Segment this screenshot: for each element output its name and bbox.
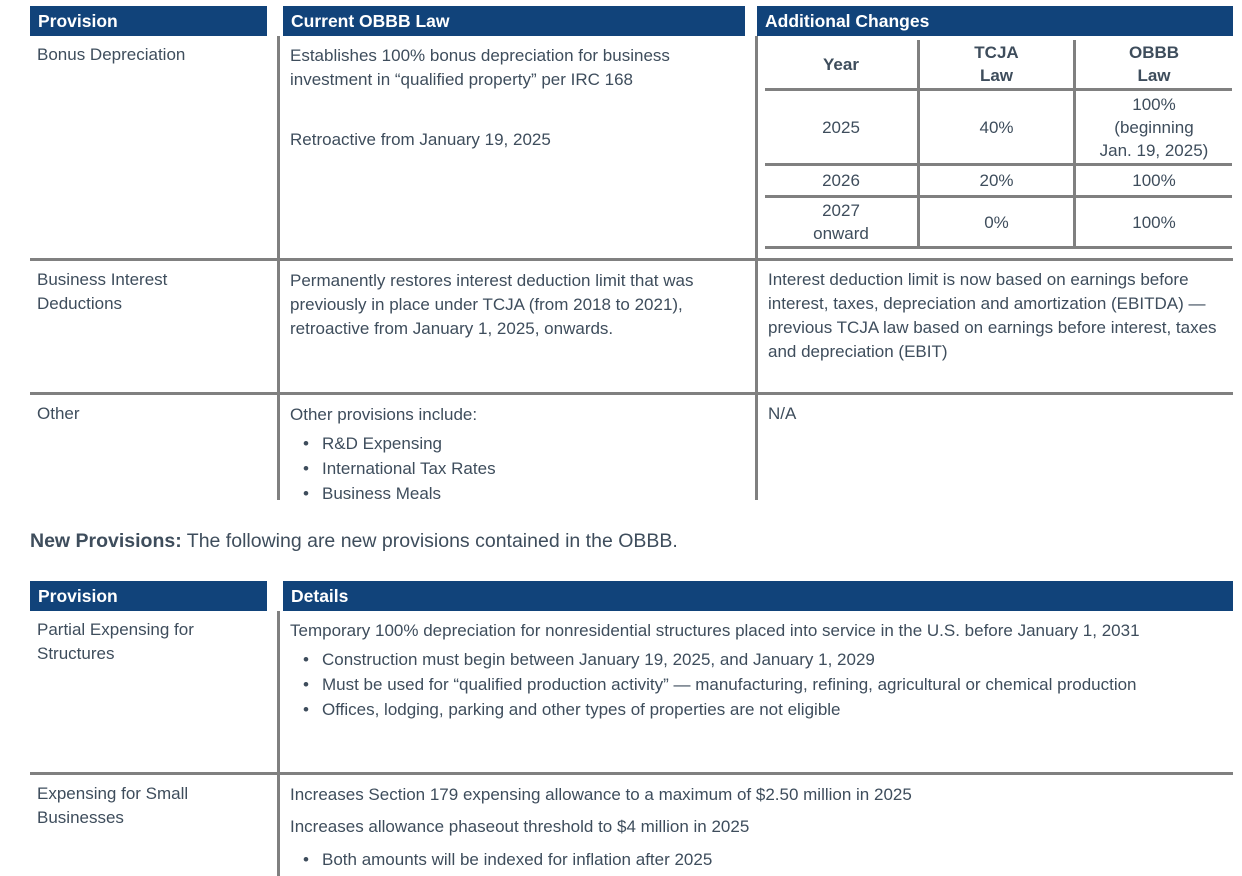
list-item: Construction must begin between January …: [290, 647, 1223, 672]
cell-additional-changes-other: N/A: [768, 404, 797, 423]
cell-current-law-other: Other provisions include: R&D Expensing …: [280, 395, 758, 506]
comparison-table-header-row: Provision Current OBBB Law Additional Ch…: [30, 6, 1233, 36]
list-item: Must be used for “qualified production a…: [290, 672, 1223, 697]
paragraph: Increases Section 179 expensing allowanc…: [290, 785, 912, 804]
new-provisions-label: New Provisions:: [30, 530, 182, 552]
list-item: R&D Expensing: [290, 431, 749, 456]
row-partial-expensing-for-structures: Partial Expensing for Structures Tempora…: [30, 611, 1233, 772]
schedule-cell-obbb: 100%: [1132, 212, 1176, 232]
schedule-header-tcja-law: TCJA Law: [920, 40, 1076, 88]
schedule-header-obbb-law: OBBB Law: [1128, 43, 1180, 85]
cell-details-partial-expensing: Temporary 100% depreciation for nonresid…: [280, 611, 1233, 772]
row-expensing-for-small-businesses: Expensing for Small Businesses Increases…: [30, 772, 1233, 876]
cell-additional-changes-bonus-depreciation: Year TCJA Law OBBB Law 2025 40% 100% (be…: [758, 36, 1233, 258]
depreciation-schedule-table: Year TCJA Law OBBB Law 2025 40% 100% (be…: [765, 40, 1232, 249]
list-item: Both amounts will be indexed for inflati…: [290, 847, 1223, 872]
row-business-interest-deductions: Business Interest Deductions Permanently…: [30, 258, 1233, 392]
schedule-row-2025: 2025 40% 100% (beginning Jan. 19, 2025): [765, 91, 1232, 166]
column-header-current-obbb-law: Current OBBB Law: [283, 6, 745, 36]
paragraph: Retroactive from January 19, 2025: [290, 130, 551, 149]
schedule-header-year: Year: [765, 40, 920, 88]
new-provisions-text: The following are new provisions contain…: [181, 530, 678, 552]
row-bonus-depreciation: Bonus Depreciation Establishes 100% bonu…: [30, 36, 1233, 258]
schedule-row-2026: 2026 20% 100%: [765, 166, 1232, 198]
schedule-cell-tcja: 20%: [920, 166, 1076, 195]
schedule-cell-tcja: 40%: [920, 91, 1076, 163]
paragraph: Permanently restores interest deduction …: [290, 271, 694, 338]
schedule-cell-year: 2027 onward: [765, 198, 920, 246]
new-provisions-table: Provision Details Partial Expensing for …: [30, 581, 1233, 876]
schedule-cell-year: 2026: [765, 166, 920, 195]
column-header-provision: Provision: [30, 581, 267, 611]
column-header-details: Details: [283, 581, 1233, 611]
list-item: Offices, lodging, parking and other type…: [290, 697, 1223, 722]
column-header-additional-changes: Additional Changes: [757, 6, 1233, 36]
schedule-row-2027-onward: 2027 onward 0% 100%: [765, 198, 1232, 249]
cell-provision-bonus-depreciation: Bonus Depreciation: [30, 36, 280, 258]
cell-provision-business-interest: Business Interest Deductions: [30, 261, 280, 392]
schedule-cell-obbb: 100%: [1132, 171, 1176, 190]
partial-expensing-list: Construction must begin between January …: [290, 647, 1223, 722]
paragraph: Establishes 100% bonus depreciation for …: [290, 46, 670, 89]
cell-current-law-business-interest: Permanently restores interest deduction …: [280, 261, 758, 392]
cell-provision-partial-expensing: Partial Expensing for Structures: [30, 611, 280, 772]
new-provisions-table-header-row: Provision Details: [30, 581, 1233, 611]
new-provisions-note: New Provisions: The following are new pr…: [30, 528, 678, 554]
small-business-expensing-list: Both amounts will be indexed for inflati…: [290, 847, 1223, 872]
paragraph: Interest deduction limit is now based on…: [768, 270, 1217, 361]
schedule-cell-tcja: 0%: [920, 198, 1076, 246]
other-provisions-list: R&D Expensing International Tax Rates Bu…: [290, 431, 749, 506]
cell-additional-changes-business-interest: Interest deduction limit is now based on…: [758, 261, 1233, 392]
paragraph: Other provisions include:: [290, 405, 478, 424]
schedule-cell-obbb: 100% (beginning Jan. 19, 2025): [1099, 94, 1209, 160]
schedule-cell-year: 2025: [765, 91, 920, 163]
cell-provision-small-business-expensing: Expensing for Small Businesses: [30, 775, 280, 876]
paragraph: Temporary 100% depreciation for nonresid…: [290, 621, 1140, 640]
list-item: Business Meals: [290, 481, 749, 506]
row-other: Other Other provisions include: R&D Expe…: [30, 392, 1233, 506]
paragraph: Increases allowance phaseout threshold t…: [290, 817, 750, 836]
schedule-header-row: Year TCJA Law OBBB Law: [765, 40, 1232, 91]
column-header-provision: Provision: [30, 6, 267, 36]
comparison-table: Provision Current OBBB Law Additional Ch…: [30, 6, 1233, 506]
cell-details-small-business-expensing: Increases Section 179 expensing allowanc…: [280, 775, 1233, 876]
cell-provision-other: Other: [30, 395, 280, 500]
cell-current-law-bonus-depreciation: Establishes 100% bonus depreciation for …: [280, 36, 758, 258]
list-item: International Tax Rates: [290, 456, 749, 481]
